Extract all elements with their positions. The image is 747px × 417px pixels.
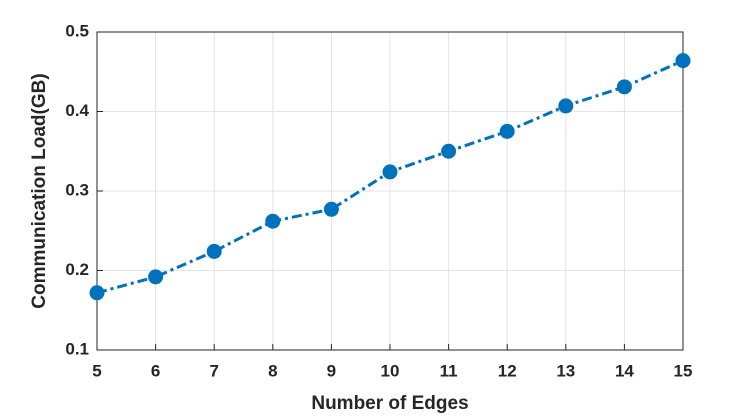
x-tick-label: 5 <box>92 361 101 380</box>
plot-frame <box>96 31 684 351</box>
x-tick-label: 15 <box>674 361 693 380</box>
data-point <box>323 201 339 217</box>
x-tick-label: 11 <box>440 361 458 380</box>
x-tick-label: 6 <box>151 361 160 380</box>
x-tick-label: 9 <box>327 361 336 380</box>
x-tick-label: 14 <box>615 361 634 380</box>
y-axis-title: Communication Load(GB) <box>29 73 50 308</box>
data-point <box>89 285 105 301</box>
data-point <box>148 269 164 285</box>
data-point <box>441 143 457 159</box>
x-tick-label: 13 <box>556 361 575 380</box>
x-tick-label: 10 <box>381 361 400 380</box>
y-tick-label: 0.4 <box>65 101 89 120</box>
y-tick-label: 0.2 <box>65 260 89 279</box>
y-tick-label: 0.5 <box>65 21 89 40</box>
x-tick-label: 8 <box>268 361 277 380</box>
data-point <box>499 123 515 139</box>
data-point <box>558 98 574 114</box>
x-tick-label: 12 <box>498 361 517 380</box>
data-point <box>675 53 691 69</box>
x-axis-title: Number of Edges <box>311 393 468 414</box>
x-tick-label: 7 <box>209 361 218 380</box>
data-point <box>206 243 222 259</box>
data-point <box>382 164 398 180</box>
data-point <box>616 79 632 95</box>
y-tick-label: 0.1 <box>65 339 89 358</box>
y-tick-label: 0.3 <box>65 180 89 199</box>
data-point <box>265 213 281 229</box>
